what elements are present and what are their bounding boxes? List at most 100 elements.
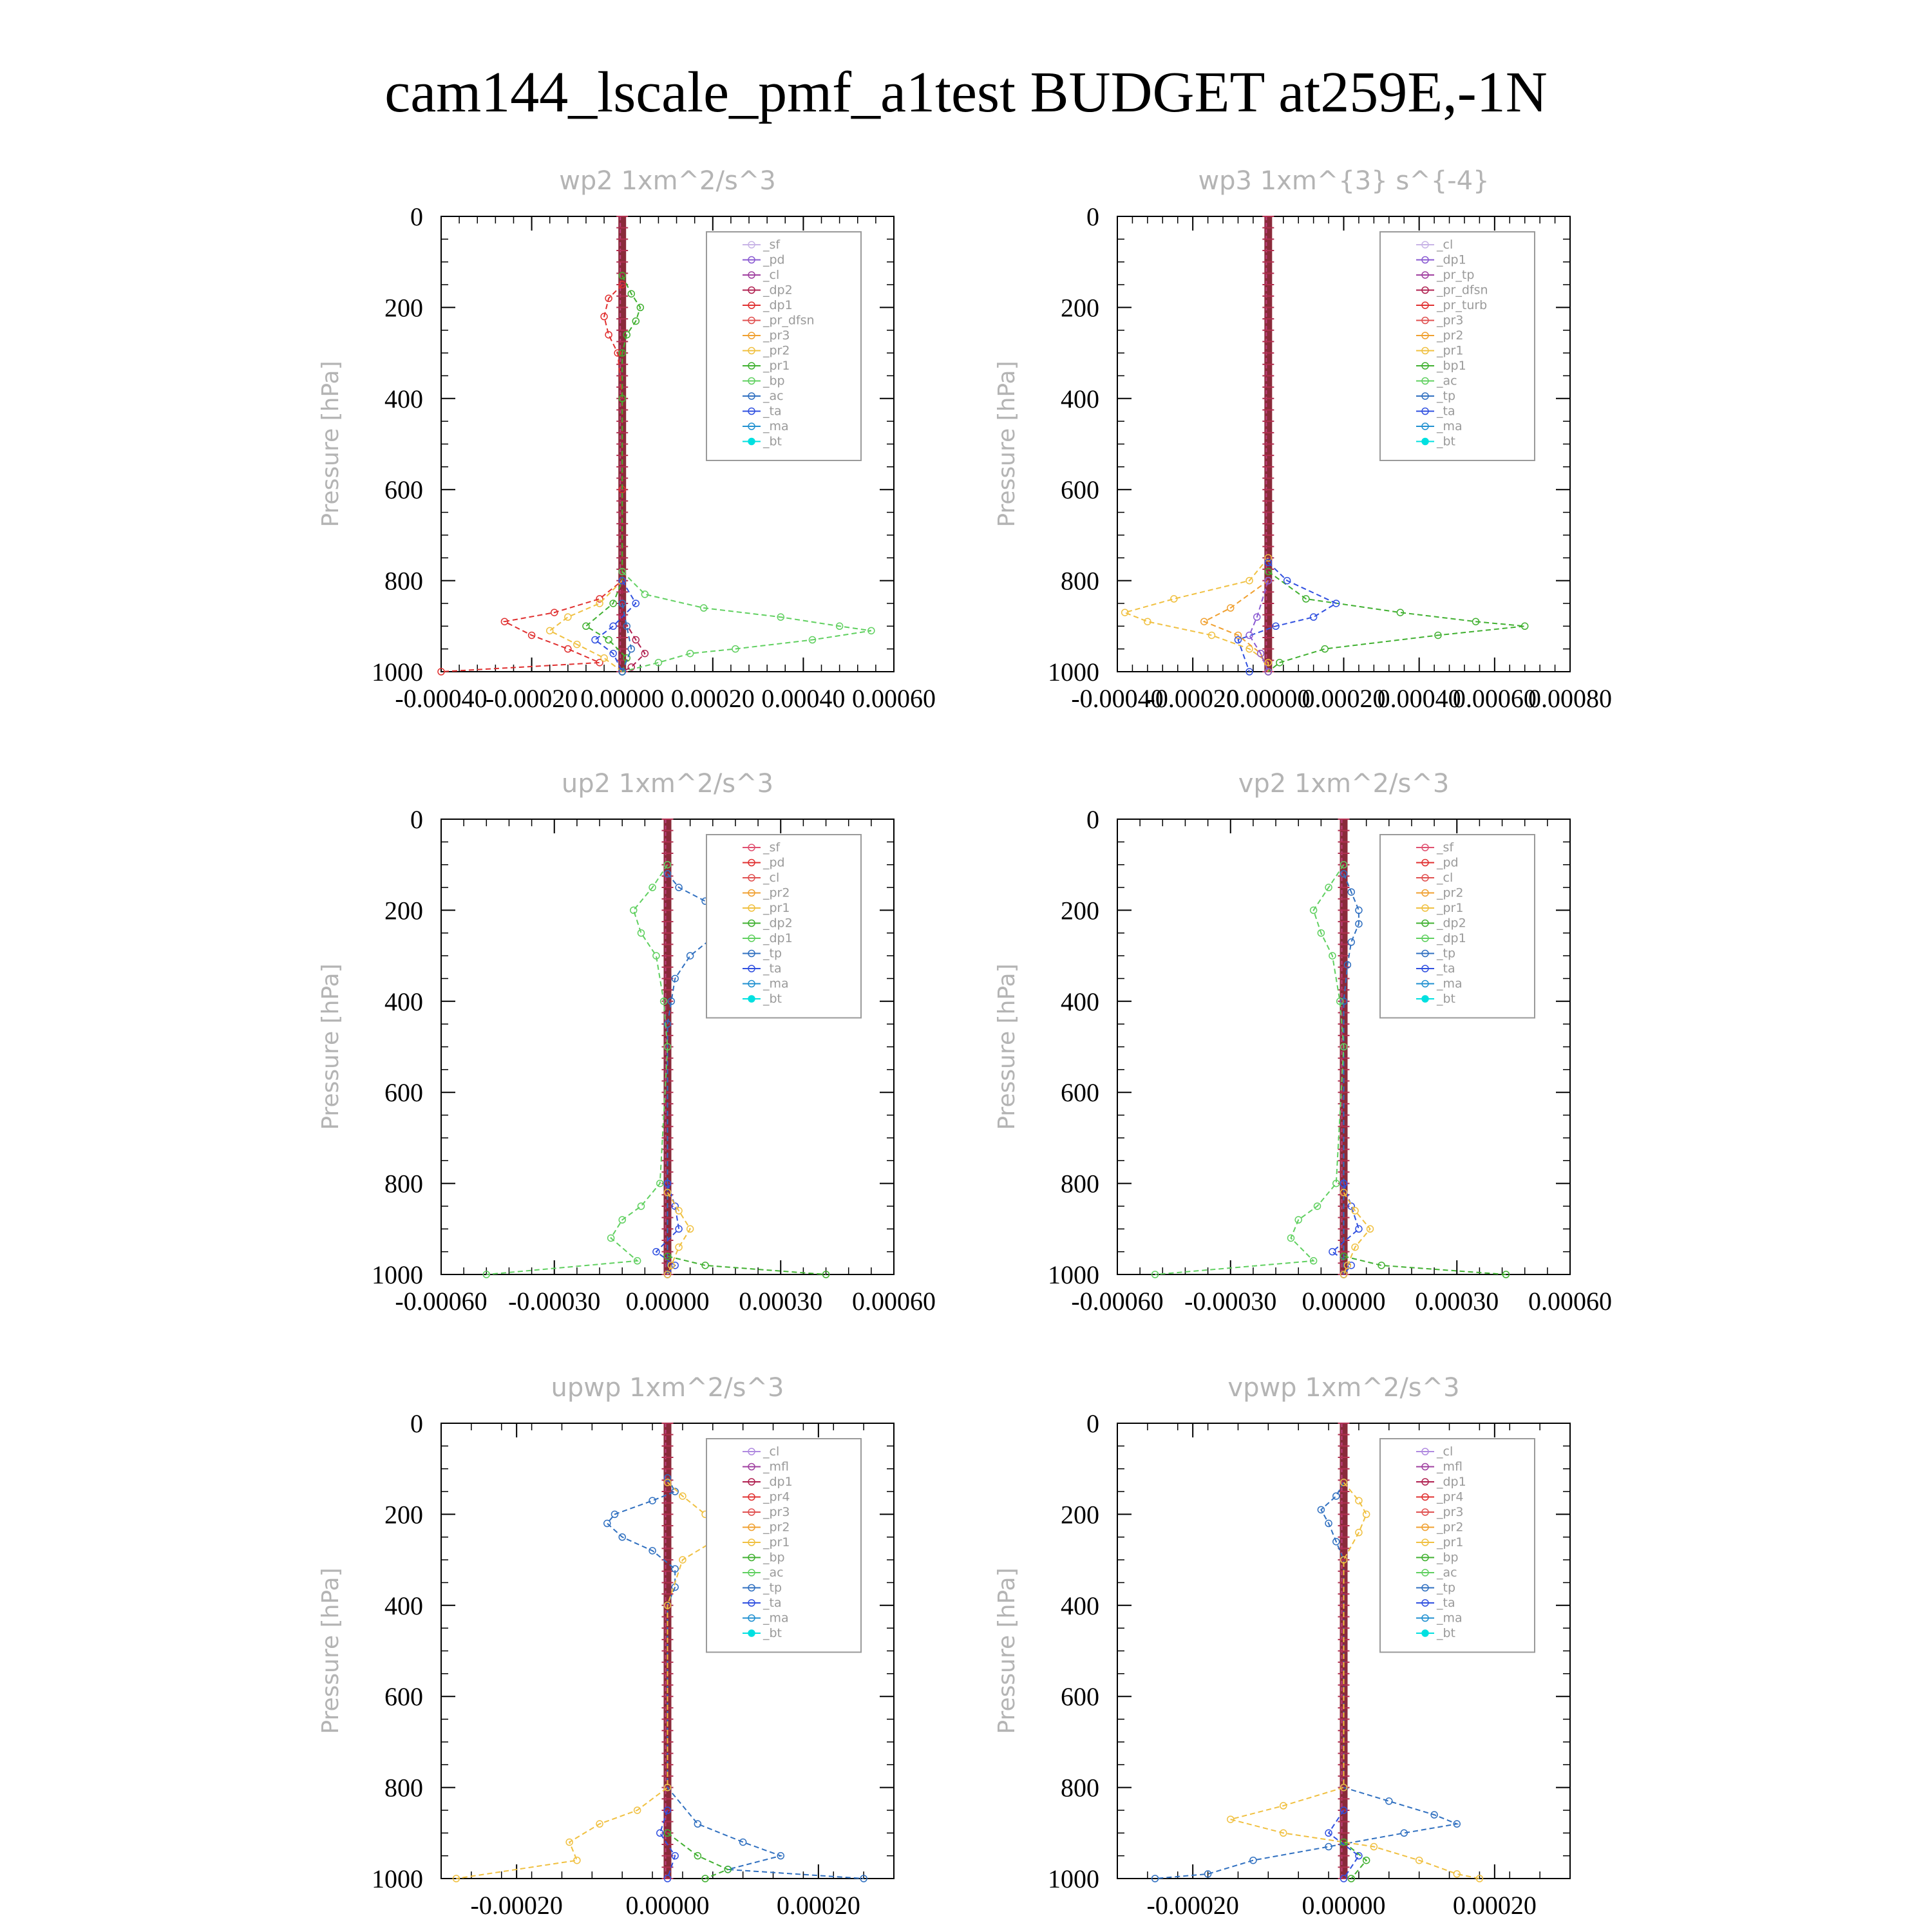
series-point_pr2: [564, 613, 572, 621]
legend-marker: [748, 346, 755, 355]
legend-box: [706, 1438, 862, 1653]
series-line_tp: [667, 873, 729, 1274]
series-point_ta: [609, 622, 617, 630]
series-point_ta: [1309, 613, 1318, 621]
series-point_pr1: [1245, 576, 1253, 585]
y-tick-label: 1000: [372, 1864, 423, 1893]
series-point_tp: [1151, 1875, 1159, 1882]
legend-label: _dp1: [762, 298, 793, 312]
series-point_pr1: [636, 303, 645, 312]
chart-panel-6: vpwp 1xm^2/s^3 Pressure [hPa] 0 200 400 600 80…: [994, 1373, 1571, 1920]
legend-label: _mfl: [1436, 1460, 1463, 1474]
y-tick-label: 1000: [1048, 1864, 1099, 1893]
legend-marker: [1421, 980, 1429, 988]
series-point_ta: [1329, 1247, 1336, 1256]
legend-label: _pd: [762, 856, 785, 870]
series-point_pr1: [1280, 1802, 1287, 1810]
legend-marker: [1421, 1614, 1429, 1622]
legend-marker: [748, 1463, 755, 1471]
legend-marker: [748, 1553, 755, 1562]
legend-marker: [1421, 1599, 1429, 1607]
legend-marker: [1421, 271, 1429, 279]
legend-label: _pr2: [762, 1520, 790, 1535]
y-tick-label: 600: [1061, 1078, 1099, 1107]
legend-label: _pr1: [762, 1535, 790, 1549]
series-line_pr1: [1122, 557, 1269, 672]
series-point_pr1: [1245, 645, 1253, 653]
legend-label: _ac: [1436, 1566, 1457, 1580]
legend-label: _cl: [1436, 871, 1453, 885]
legend-marker: [748, 1448, 755, 1455]
legend-marker: [748, 286, 755, 294]
y-tick-label: 200: [1061, 896, 1099, 925]
x-tick-label: 0.00040: [1378, 684, 1461, 713]
legend-marker: [1421, 1569, 1429, 1577]
series-line_pr2: [1202, 580, 1269, 672]
series-point_pr1: [582, 622, 590, 630]
legend-marker: [748, 301, 755, 309]
series-point_pr1: [1280, 1829, 1287, 1837]
series-point_dp1: [605, 294, 612, 303]
legend-marker: [1421, 1553, 1429, 1562]
y-tick-label: 600: [1061, 1682, 1099, 1711]
series-point_pr1: [686, 1225, 694, 1233]
series-point_bp: [701, 1875, 709, 1882]
x-tick-label: 0.00060: [852, 1287, 936, 1316]
series-point_tp: [777, 1852, 784, 1860]
legend-marker: [1421, 1478, 1429, 1486]
legend-label: _pr2: [1436, 328, 1463, 343]
legend-box: [1379, 834, 1535, 1019]
series-point_tp: [649, 1497, 656, 1504]
legend-label: _bp: [762, 1551, 785, 1565]
legend-marker: [748, 995, 755, 1003]
legend-marker: [748, 407, 755, 415]
series-point_bp1: [1472, 618, 1480, 625]
legend-label: _tp: [762, 947, 782, 961]
legend-marker: [748, 332, 755, 339]
legend-label: _tp: [1436, 1581, 1455, 1595]
legend-label: _pd: [1436, 856, 1459, 870]
series-point_ta: [1332, 600, 1340, 607]
series-point_dp1: [596, 595, 603, 603]
series-point_pr1: [632, 317, 640, 325]
series-point_tp: [1325, 1842, 1332, 1851]
series-point_dp1: [1264, 576, 1273, 585]
y-tick-label: 400: [1061, 384, 1099, 413]
series-point_ta: [656, 1829, 664, 1837]
legend-label: _pr_turb: [1436, 298, 1487, 312]
legend-label: _ma: [1436, 1611, 1463, 1625]
series-point_pr1: [627, 290, 636, 298]
x-tick-label: 0.00060: [852, 684, 936, 713]
series-line_dp2: [621, 580, 646, 672]
legend-label: _bt: [762, 435, 782, 449]
series-point_ta: [632, 600, 640, 607]
series-line_dp1: [1248, 580, 1269, 672]
series-point_tp: [603, 1519, 611, 1528]
series-point_ta: [1347, 1202, 1355, 1210]
series-point_tp: [1340, 998, 1348, 1005]
legend-label: _ma: [1436, 419, 1463, 433]
series-point_dp1: [605, 331, 612, 339]
series-point_pr1: [618, 349, 626, 357]
legend-marker: [748, 422, 755, 430]
series-point_pr1: [1453, 1870, 1461, 1878]
legend-label: _dp2: [762, 916, 793, 931]
legend-label: _pr1: [1436, 1535, 1463, 1549]
legend-label: _dp2: [762, 283, 793, 298]
series-point_ac: [618, 668, 626, 676]
series-point_bp1: [1302, 595, 1310, 603]
series-point_dp1: [637, 929, 645, 937]
series-point_pr2: [1200, 618, 1208, 625]
legend-label: _cl: [762, 1444, 779, 1459]
legend-box: [1379, 1438, 1535, 1653]
series-point_pr1: [609, 600, 617, 607]
legend-marker: [1421, 874, 1429, 882]
legend-marker: [1421, 332, 1429, 339]
series-point_dp1: [1329, 952, 1336, 960]
x-tick-label: 0.00000: [580, 684, 664, 713]
series-point_ta: [1340, 1806, 1348, 1814]
series-point_pr1: [1227, 1815, 1235, 1823]
series-point_tp: [686, 952, 694, 960]
series-point_pr1: [663, 1783, 672, 1792]
